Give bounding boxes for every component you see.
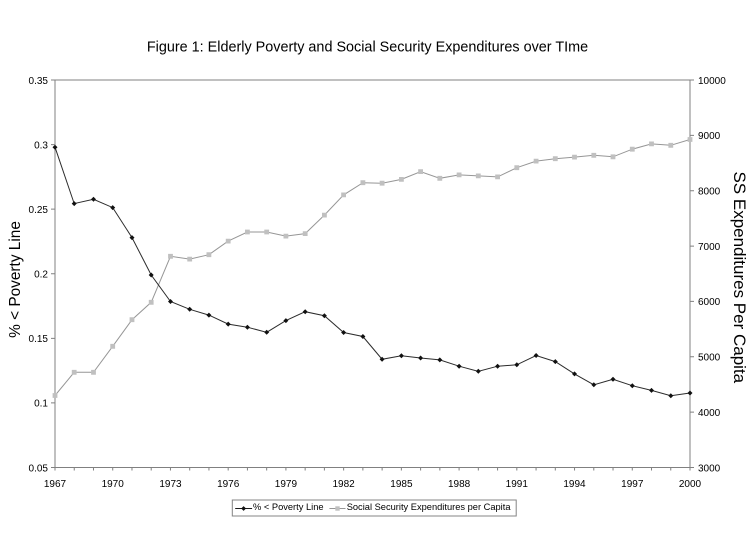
svg-text:1982: 1982 xyxy=(332,479,355,490)
svg-text:0.35: 0.35 xyxy=(29,76,49,87)
svg-text:0.1: 0.1 xyxy=(34,399,48,410)
svg-text:1994: 1994 xyxy=(563,479,586,490)
svg-text:1988: 1988 xyxy=(448,479,471,490)
svg-text:10000: 10000 xyxy=(698,76,726,87)
svg-text:3000: 3000 xyxy=(698,463,721,474)
svg-text:% < Poverty Line: % < Poverty Line xyxy=(253,502,324,512)
svg-text:0.15: 0.15 xyxy=(29,334,49,345)
svg-text:% < Poverty Line: % < Poverty Line xyxy=(7,221,24,338)
svg-text:SS Expenditures Per Capita: SS Expenditures Per Capita xyxy=(730,171,749,383)
svg-text:6000: 6000 xyxy=(698,297,721,308)
svg-text:4000: 4000 xyxy=(698,408,721,419)
svg-text:1970: 1970 xyxy=(102,479,125,490)
svg-text:0.25: 0.25 xyxy=(29,205,49,216)
svg-text:1997: 1997 xyxy=(621,479,644,490)
svg-text:1991: 1991 xyxy=(506,479,529,490)
svg-text:8000: 8000 xyxy=(698,187,721,198)
svg-text:0.05: 0.05 xyxy=(29,463,49,474)
svg-text:0.2: 0.2 xyxy=(34,270,48,281)
svg-text:7000: 7000 xyxy=(698,242,721,253)
svg-text:Social Security Expenditures p: Social Security Expenditures per Capita xyxy=(347,502,512,512)
svg-text:0.3: 0.3 xyxy=(34,140,48,151)
svg-text:2000: 2000 xyxy=(679,479,702,490)
svg-text:1967: 1967 xyxy=(44,479,67,490)
svg-text:Figure 1: Elderly Poverty and: Figure 1: Elderly Poverty and Social Sec… xyxy=(147,40,588,56)
svg-text:1973: 1973 xyxy=(159,479,182,490)
svg-text:9000: 9000 xyxy=(698,131,721,142)
svg-text:1985: 1985 xyxy=(390,479,413,490)
svg-text:1979: 1979 xyxy=(275,479,298,490)
svg-text:1976: 1976 xyxy=(217,479,240,490)
svg-text:5000: 5000 xyxy=(698,353,721,364)
